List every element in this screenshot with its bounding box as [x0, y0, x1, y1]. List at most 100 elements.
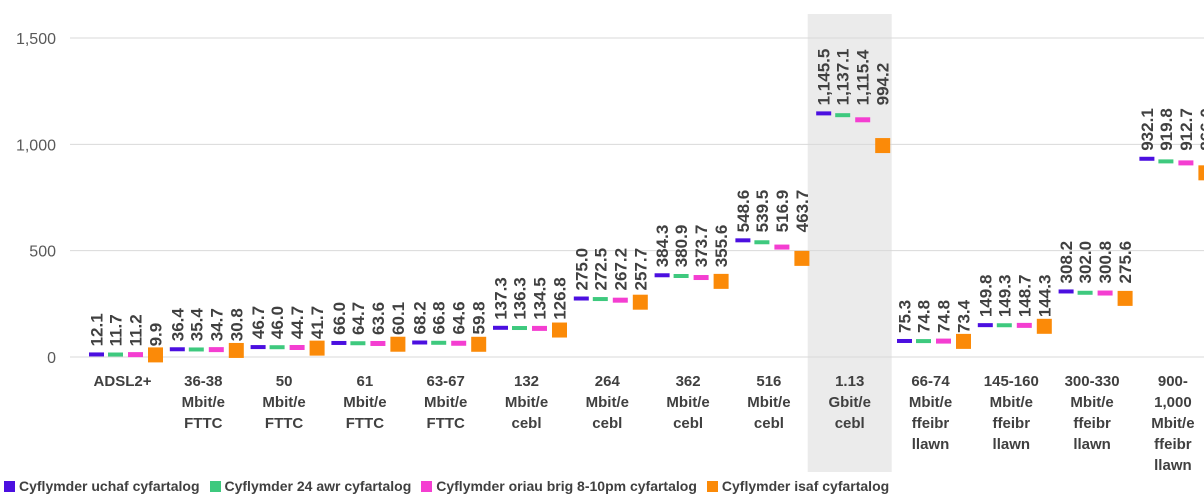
data-label: 9.9 [147, 323, 166, 347]
data-label: 548.6 [734, 190, 753, 233]
gridlines [70, 37, 1204, 358]
data-point [493, 325, 508, 330]
x-tick-label: 264 Mbit/e cebl [586, 373, 629, 432]
data-point [632, 294, 648, 310]
data-point [532, 325, 547, 331]
data-label: 59.8 [470, 301, 489, 334]
data-point [916, 339, 931, 344]
data-label: 74.8 [935, 300, 954, 333]
data-point [289, 344, 305, 350]
data-point [451, 340, 467, 346]
legend-label-peak: Cyflymder oriau brig 8-10pm cyfartalog [436, 478, 697, 494]
data-label: 136.3 [511, 277, 530, 320]
x-tick-label: 516 Mbit/e cebl [747, 373, 790, 432]
data-point [816, 111, 832, 116]
data-label: 308.2 [1057, 241, 1076, 284]
data-point [309, 340, 325, 356]
data-label: 380.9 [672, 225, 691, 268]
data-point [89, 352, 104, 357]
data-point [390, 336, 406, 352]
data-label: 384.3 [653, 225, 672, 268]
data-label: 11.7 [107, 314, 126, 346]
data-label: 68.2 [411, 301, 430, 334]
data-point [855, 117, 871, 123]
data-point [735, 238, 751, 243]
data-label: 134.5 [531, 277, 550, 320]
legend-swatch-min [706, 480, 718, 492]
data-point [936, 338, 951, 344]
data-point [431, 340, 447, 345]
data-label: 66.0 [330, 302, 349, 335]
data-point [897, 338, 912, 343]
data-label: 36.4 [168, 308, 187, 342]
data-label: 275.6 [1116, 241, 1135, 284]
data-label: 516.9 [773, 190, 792, 233]
data-point [1178, 160, 1194, 166]
data-point [1097, 290, 1113, 296]
data-label: 300.8 [1096, 241, 1115, 284]
data-point [1058, 289, 1074, 294]
data-point [977, 323, 993, 328]
legend: Cyflymder uchaf cyfartalog Cyflymder 24 … [4, 478, 889, 494]
data-point [996, 323, 1012, 328]
data-label: 46.7 [249, 306, 268, 339]
data-label: 1,115.4 [854, 49, 873, 105]
data-label: 463.7 [793, 190, 812, 233]
data-label: 355.6 [712, 225, 731, 268]
data-point [956, 333, 971, 349]
data-label: 66.8 [430, 301, 449, 334]
data-label: 1,137.1 [834, 49, 853, 106]
legend-swatch-max [4, 480, 15, 492]
data-point [1117, 290, 1133, 306]
data-label: 11.2 [127, 314, 146, 346]
data-point [1016, 322, 1032, 328]
data-label: 919.8 [1157, 108, 1176, 151]
data-point [754, 240, 770, 245]
data-point [250, 345, 266, 350]
x-tick-label: 900-1,000 Mbit/e ffeibr llawn [1151, 373, 1194, 474]
legend-item-max: Cyflymder uchaf cyfartalog [4, 478, 200, 494]
data-point [713, 273, 729, 289]
data-point [573, 296, 589, 301]
legend-swatch-peak [421, 480, 433, 492]
legend-label-max: Cyflymder uchaf cyfartalog [19, 478, 200, 494]
data-point [228, 342, 244, 358]
data-label: 149.8 [976, 275, 995, 318]
data-point [148, 347, 163, 363]
data-point [1036, 318, 1052, 334]
data-point [512, 326, 527, 331]
data-label: 63.6 [369, 302, 388, 335]
data-label: 30.8 [227, 308, 246, 341]
data-point [875, 138, 891, 154]
x-tick-label: 66-74 Mbit/e ffeibr llawn [909, 373, 952, 453]
data-point [471, 336, 487, 352]
data-label: 126.8 [551, 277, 570, 320]
data-point [1198, 165, 1204, 181]
x-tick-label: 145-160 Mbit/e ffeibr llawn [984, 373, 1039, 453]
x-tick-label: 300-330 Mbit/e ffeibr llawn [1065, 373, 1120, 453]
data-point [774, 244, 790, 250]
data-labels: 12.1 36.4 46.7 66.0 68.2 137.3 275.0 384.3 548.6… [88, 49, 1204, 347]
data-point [208, 347, 224, 353]
x-tick-label: 132 Mbit/e cebl [505, 373, 548, 432]
data-label: 137.3 [492, 277, 511, 320]
data-point [673, 273, 689, 278]
y-tick-label: 0 [47, 350, 56, 367]
data-point [835, 113, 851, 118]
data-label: 302.0 [1076, 241, 1095, 284]
data-point [552, 322, 567, 338]
data-label: 275.0 [572, 248, 591, 291]
data-label: 866.0 [1197, 108, 1204, 151]
legend-item-min: Cyflymder isaf cyfartalog [706, 478, 889, 494]
chart: 0 500 1,000 1,500 12.1 36.4 46.7 66.0 68.2 137.3… [16, 14, 1204, 474]
x-tick-label: 61 Mbit/e FTTC [343, 373, 386, 432]
data-label: 64.6 [450, 301, 469, 334]
legend-label-24h: Cyflymder 24 awr cyfartalog [224, 478, 412, 494]
data-label: 267.2 [611, 248, 630, 291]
data-point [654, 273, 670, 278]
data-label: 1,145.5 [815, 49, 834, 106]
data-label: 64.7 [349, 302, 368, 335]
x-tick-label: 362 Mbit/e cebl [666, 373, 709, 432]
data-label: 257.7 [631, 248, 650, 291]
data-label: 75.3 [896, 300, 915, 333]
